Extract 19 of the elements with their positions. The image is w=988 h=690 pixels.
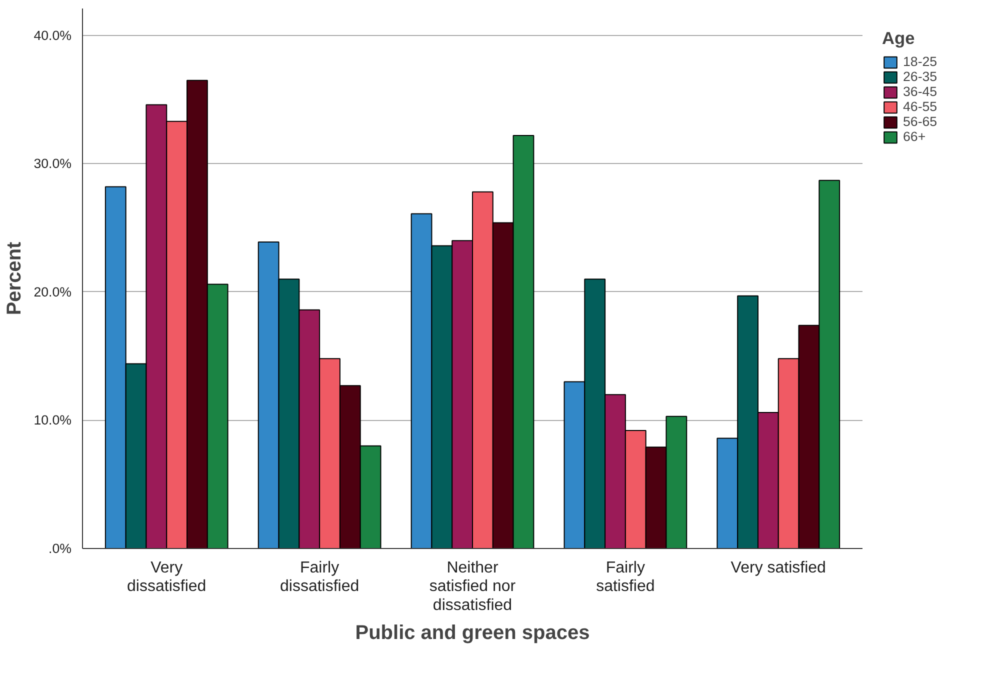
legend-label: 56-65 xyxy=(903,114,938,129)
x-tick-label: Fairly satisfied xyxy=(596,560,655,596)
legend-title: Age xyxy=(882,28,916,49)
y-tick-label: 20.0% xyxy=(34,284,72,300)
legend-label: 36-45 xyxy=(903,84,938,99)
legend-label: 66+ xyxy=(903,129,926,144)
legend-label: 26-35 xyxy=(903,69,938,84)
y-tick-label: 10.0% xyxy=(34,412,72,428)
x-tick-label: Very satisfied xyxy=(730,560,826,576)
x-tick-label: Very dissatisfied xyxy=(127,560,206,596)
legend-label: 46-55 xyxy=(903,99,938,114)
x-tick-label: Neither satisfied nor dissatisfied xyxy=(429,560,516,614)
y-tick-label: .0% xyxy=(48,541,72,556)
x-axis-title: Public and green spaces xyxy=(355,622,590,644)
y-axis-title: Percent xyxy=(4,241,26,316)
x-tick-label: Fairly dissatisfied xyxy=(280,560,360,596)
y-tick-label: 40.0% xyxy=(34,28,72,43)
y-tick-label: 30.0% xyxy=(34,156,72,172)
legend-label: 18-25 xyxy=(903,54,938,69)
